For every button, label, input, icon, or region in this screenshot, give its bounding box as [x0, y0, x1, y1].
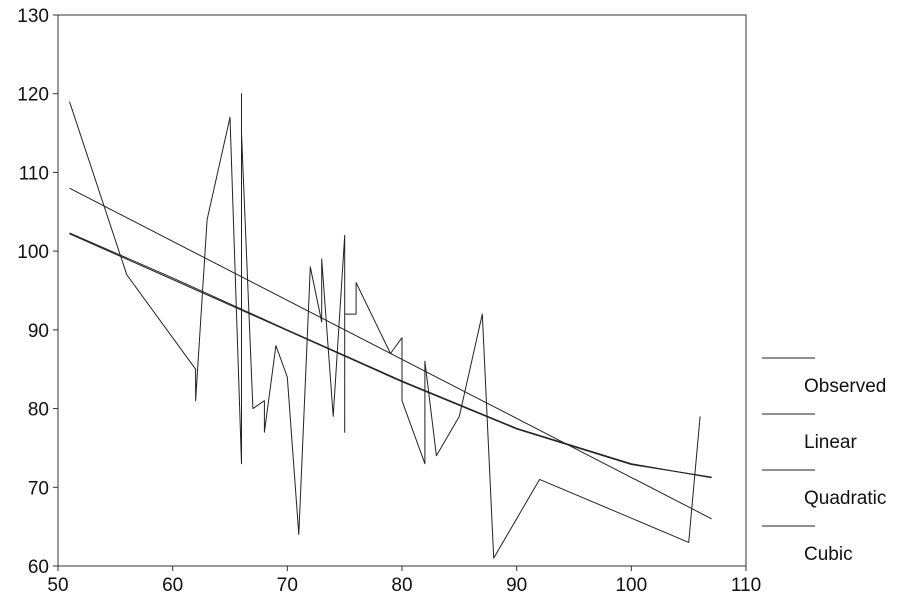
- x-tick-label: 90: [506, 575, 527, 596]
- y-tick-label: 70: [28, 478, 49, 499]
- legend-label-cubic: Cubic: [804, 544, 853, 565]
- x-tick-label: 70: [277, 575, 298, 596]
- y-tick-label: 90: [28, 321, 49, 342]
- y-tick-label: 120: [17, 85, 49, 106]
- y-tick-label: 80: [28, 400, 49, 421]
- y-tick-label: 130: [17, 6, 49, 27]
- x-tick-label: 80: [391, 575, 412, 596]
- x-axis: 50 60 70 80 90 100 110: [47, 566, 761, 596]
- y-tick-label: 110: [19, 163, 49, 184]
- legend-label-observed: Observed: [804, 376, 886, 397]
- series-line-observed: [69, 93, 701, 559]
- legend-label-linear: Linear: [804, 432, 857, 453]
- y-axis: 60 70 80 90 100 110 120 130: [17, 6, 58, 578]
- legend-label-quadratic: Quadratic: [804, 488, 886, 509]
- legend: Observed Linear Quadratic Cubic: [762, 357, 886, 565]
- plot-area: [69, 93, 712, 559]
- x-tick-label: 100: [615, 575, 647, 596]
- y-tick-label: 60: [28, 557, 49, 578]
- x-tick-label: 60: [162, 575, 183, 596]
- x-tick-label: 110: [731, 575, 761, 596]
- series-line-cubic: [69, 233, 712, 478]
- series-line-quadratic: [69, 232, 712, 479]
- x-tick-label: 50: [47, 575, 68, 596]
- series-line-linear: [69, 187, 712, 520]
- y-tick-label: 100: [17, 242, 49, 263]
